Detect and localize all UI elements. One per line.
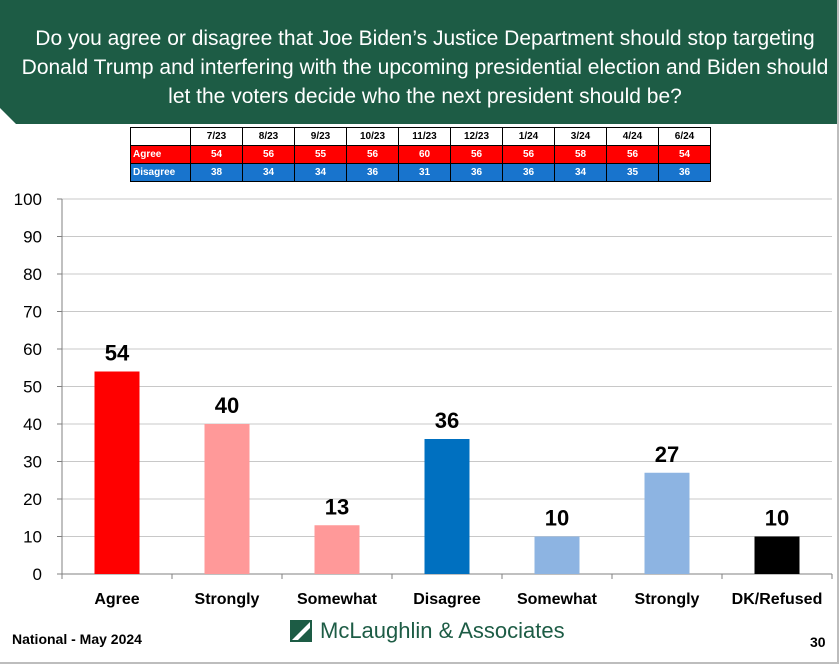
bar	[534, 536, 580, 574]
trend-row-agree: Agree 54 56 55 56 60 56 56 58 56 54	[130, 145, 711, 164]
bar-chart: 0 10 20 30 40 50 60 70 80 90 100 54 Agree 40 Strongly 1…	[14, 190, 833, 608]
category-label: Agree	[94, 591, 139, 608]
trend-col-8: 4/24	[606, 127, 659, 146]
bar	[644, 472, 690, 574]
bar	[754, 536, 800, 574]
trend-cell: 56	[346, 145, 399, 164]
trend-col-5: 12/23	[450, 127, 503, 146]
y-tick-label: 40	[23, 415, 42, 434]
trend-table-header: 7/23 8/23 9/23 10/23 11/23 12/23 1/24 3/…	[130, 127, 711, 146]
slide-edge-bottom	[0, 662, 839, 664]
trend-cell: 36	[502, 163, 555, 182]
trend-cell: 35	[606, 163, 659, 182]
trend-cell: 34	[554, 163, 607, 182]
trend-cell: 34	[242, 163, 295, 182]
trend-cell: 56	[450, 145, 503, 164]
trend-col-9: 6/24	[658, 127, 711, 146]
y-tick-label: 70	[23, 303, 42, 322]
category-label: Somewhat	[297, 591, 378, 608]
trend-col-6: 1/24	[502, 127, 555, 146]
trend-cell: 36	[346, 163, 399, 182]
y-tick-label: 100	[14, 190, 42, 209]
trend-cell: 55	[294, 145, 347, 164]
category-label: Strongly	[635, 591, 700, 608]
y-tick-label: 50	[23, 378, 42, 397]
trend-col-3: 10/23	[346, 127, 399, 146]
page-number: 30	[810, 634, 826, 650]
trend-cell: 56	[606, 145, 659, 164]
data-label: 40	[215, 393, 239, 418]
data-label: 13	[325, 494, 349, 519]
data-label: 54	[105, 341, 130, 366]
y-tick-label: 80	[23, 265, 42, 284]
company-logo: McLaughlin & Associates	[290, 618, 565, 644]
trend-cell: 54	[190, 145, 243, 164]
data-label: 36	[435, 408, 459, 433]
category-label: DK/Refused	[732, 591, 823, 608]
y-tick-label: 0	[33, 565, 42, 584]
category-label: Strongly	[195, 591, 260, 608]
y-tick-label: 10	[23, 528, 42, 547]
trend-col-7: 3/24	[554, 127, 607, 146]
bar	[204, 424, 250, 574]
y-tick-label: 30	[23, 453, 42, 472]
trend-cell: 54	[658, 145, 711, 164]
trend-cell: 31	[398, 163, 451, 182]
y-tick-label: 90	[23, 228, 42, 247]
data-label: 10	[765, 506, 789, 531]
data-label: 27	[655, 442, 679, 467]
category-label: Disagree	[413, 591, 481, 608]
trend-cell: 38	[190, 163, 243, 182]
trend-row-label: Disagree	[130, 163, 191, 182]
trend-col-1: 8/23	[242, 127, 295, 146]
trend-cell: 36	[658, 163, 711, 182]
trend-cell: 56	[242, 145, 295, 164]
trend-cell: 56	[502, 145, 555, 164]
logo-mark-icon	[290, 620, 312, 642]
trend-col-2: 9/23	[294, 127, 347, 146]
trend-cell: 58	[554, 145, 607, 164]
logo-text: McLaughlin & Associates	[320, 618, 565, 643]
trend-cell: 34	[294, 163, 347, 182]
slide-edge-right	[837, 0, 839, 664]
header-banner: Do you agree or disagree that Joe Biden’…	[0, 0, 839, 124]
bar	[424, 439, 470, 574]
category-label: Somewhat	[517, 591, 598, 608]
trend-table: 7/23 8/23 9/23 10/23 11/23 12/23 1/24 3/…	[130, 127, 711, 182]
trend-cell: 60	[398, 145, 451, 164]
trend-cell: 36	[450, 163, 503, 182]
trend-row-label: Agree	[130, 145, 191, 164]
question-title: Do you agree or disagree that Joe Biden’…	[21, 27, 829, 108]
y-tick-label: 60	[23, 340, 42, 359]
bar	[94, 371, 140, 574]
trend-col-0: 7/23	[190, 127, 243, 146]
bar	[314, 525, 360, 574]
y-tick-label: 20	[23, 490, 42, 509]
trend-row-disagree: Disagree 38 34 34 36 31 36 36 34 35 36	[130, 163, 711, 182]
data-label: 10	[545, 506, 569, 531]
trend-col-4: 11/23	[398, 127, 451, 146]
trend-table-corner	[130, 127, 191, 146]
footer-date: National - May 2024	[12, 631, 142, 647]
